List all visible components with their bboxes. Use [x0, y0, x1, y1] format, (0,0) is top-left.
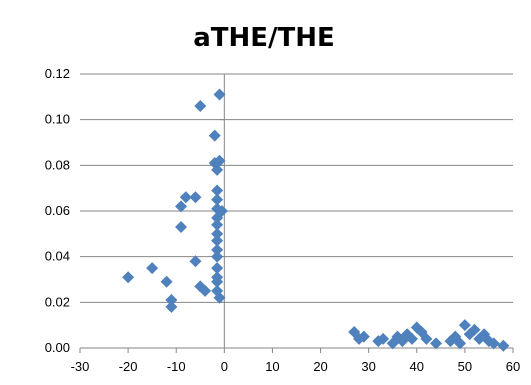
y-tick-label: 0.06 — [45, 203, 70, 218]
data-point — [211, 243, 224, 256]
data-point — [208, 129, 221, 142]
x-tick-label: -10 — [167, 359, 186, 374]
data-point — [194, 99, 207, 112]
x-tick-label: 20 — [313, 359, 327, 374]
x-tick-label: 10 — [265, 359, 279, 374]
y-tick-label: 0.10 — [45, 112, 70, 127]
y-tick-label: 0.04 — [45, 249, 70, 264]
data-point — [215, 205, 228, 217]
data-point — [211, 262, 224, 275]
data-point — [175, 200, 188, 213]
data-point — [211, 163, 224, 176]
data-point — [211, 227, 224, 240]
data-point — [122, 271, 135, 284]
gridlines — [80, 73, 513, 303]
data-point — [175, 220, 188, 233]
data-point — [213, 291, 226, 304]
y-tick-label: 0.02 — [45, 294, 70, 309]
data-point — [357, 330, 370, 343]
data-point — [430, 337, 443, 350]
data-point — [420, 332, 433, 345]
y-tick-label: 0.12 — [45, 66, 70, 81]
data-point — [165, 300, 178, 313]
x-tick-label: -20 — [119, 359, 138, 374]
x-tick-labels: -30 -20 -10 0 10 20 30 40 50 60 — [71, 359, 521, 374]
data-point — [189, 191, 202, 204]
data-point — [211, 193, 224, 206]
data-point — [454, 337, 467, 350]
data-point — [211, 234, 224, 247]
x-tick-label: 0 — [221, 359, 228, 374]
x-tick-label: 50 — [458, 359, 472, 374]
data-point — [468, 323, 481, 336]
data-point — [165, 294, 178, 307]
data-point — [160, 275, 173, 288]
data-point — [179, 191, 192, 204]
axes — [79, 73, 514, 353]
x-tick-label: -30 — [71, 359, 90, 374]
data-point — [458, 319, 471, 332]
y-tick-label: 0.08 — [45, 157, 70, 172]
data-point — [487, 337, 500, 350]
data-points — [122, 88, 510, 352]
data-point — [213, 154, 226, 167]
data-point — [189, 255, 202, 268]
data-point — [146, 262, 159, 275]
y-tick-label: 0.00 — [45, 340, 70, 355]
data-point — [211, 275, 224, 288]
x-tick-label: 40 — [410, 359, 424, 374]
data-point — [211, 250, 224, 263]
data-point — [211, 184, 224, 197]
data-point — [405, 332, 418, 345]
data-point — [213, 88, 226, 101]
data-point — [377, 332, 390, 345]
x-tick-label: 30 — [361, 359, 375, 374]
data-point — [497, 339, 510, 352]
data-point — [211, 218, 224, 231]
x-tick-label: 60 — [506, 359, 520, 374]
data-point — [199, 284, 212, 297]
y-tick-labels: 0.00 0.02 0.04 0.06 0.08 0.10 0.12 — [45, 66, 70, 355]
chart-title: aTHE/THE — [193, 23, 335, 53]
